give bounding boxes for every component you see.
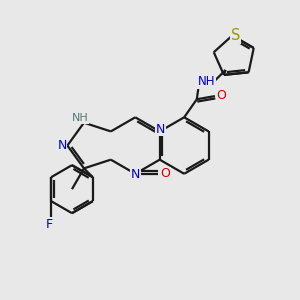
Text: F: F [46,218,53,231]
Text: N: N [130,168,140,181]
Text: O: O [160,167,170,180]
Text: O: O [217,89,226,102]
Text: N: N [57,139,67,152]
Text: S: S [230,28,240,43]
Text: NH: NH [72,113,89,123]
Text: N: N [156,123,165,136]
Text: NH: NH [198,75,216,88]
